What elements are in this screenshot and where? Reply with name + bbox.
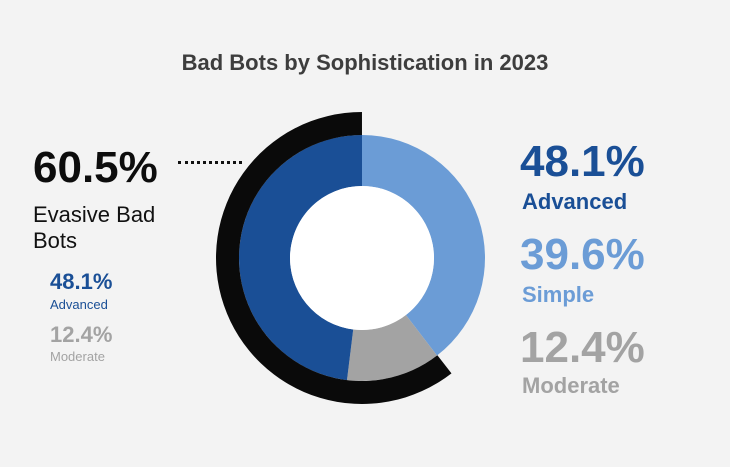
right-advanced-percentage: 48.1% — [520, 137, 645, 186]
slice-moderate — [346, 315, 438, 381]
left-moderate-percentage: 12.4% — [50, 322, 113, 347]
slice-advanced — [239, 135, 362, 381]
evasive-ring — [216, 112, 452, 404]
evasive-label: Evasive Bad Bots — [33, 202, 156, 253]
right-moderate-label: Moderate — [522, 373, 620, 398]
left-moderate-label: Moderate — [50, 349, 105, 364]
donut-hole — [290, 186, 434, 330]
right-simple-percentage: 39.6% — [520, 230, 645, 279]
chart-title: Bad Bots by Sophistication in 2023 — [181, 50, 549, 75]
left-advanced-label: Advanced — [50, 297, 108, 312]
evasive-percentage: 60.5% — [33, 143, 158, 192]
right-simple-label: Simple — [522, 282, 595, 307]
right-moderate-percentage: 12.4% — [520, 323, 645, 372]
right-advanced-label: Advanced — [522, 189, 628, 214]
slice-simple — [362, 135, 485, 356]
left-advanced-percentage: 48.1% — [50, 269, 113, 294]
leader-dots — [178, 161, 242, 164]
